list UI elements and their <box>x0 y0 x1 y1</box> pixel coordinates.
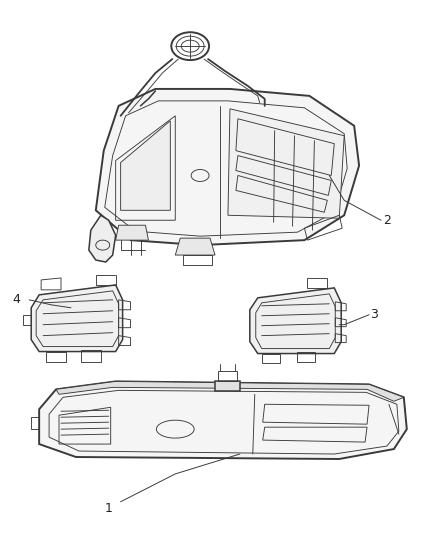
Polygon shape <box>120 121 170 211</box>
Polygon shape <box>116 225 148 240</box>
Polygon shape <box>250 288 341 353</box>
Polygon shape <box>215 382 240 391</box>
Polygon shape <box>89 215 116 262</box>
Polygon shape <box>39 382 407 459</box>
Polygon shape <box>31 285 123 352</box>
Polygon shape <box>175 238 215 255</box>
Polygon shape <box>228 109 344 218</box>
Text: 1: 1 <box>105 502 113 515</box>
Polygon shape <box>56 382 404 401</box>
Text: 2: 2 <box>383 214 391 227</box>
Text: 3: 3 <box>370 308 378 321</box>
Polygon shape <box>96 89 359 245</box>
Text: 4: 4 <box>12 293 20 306</box>
